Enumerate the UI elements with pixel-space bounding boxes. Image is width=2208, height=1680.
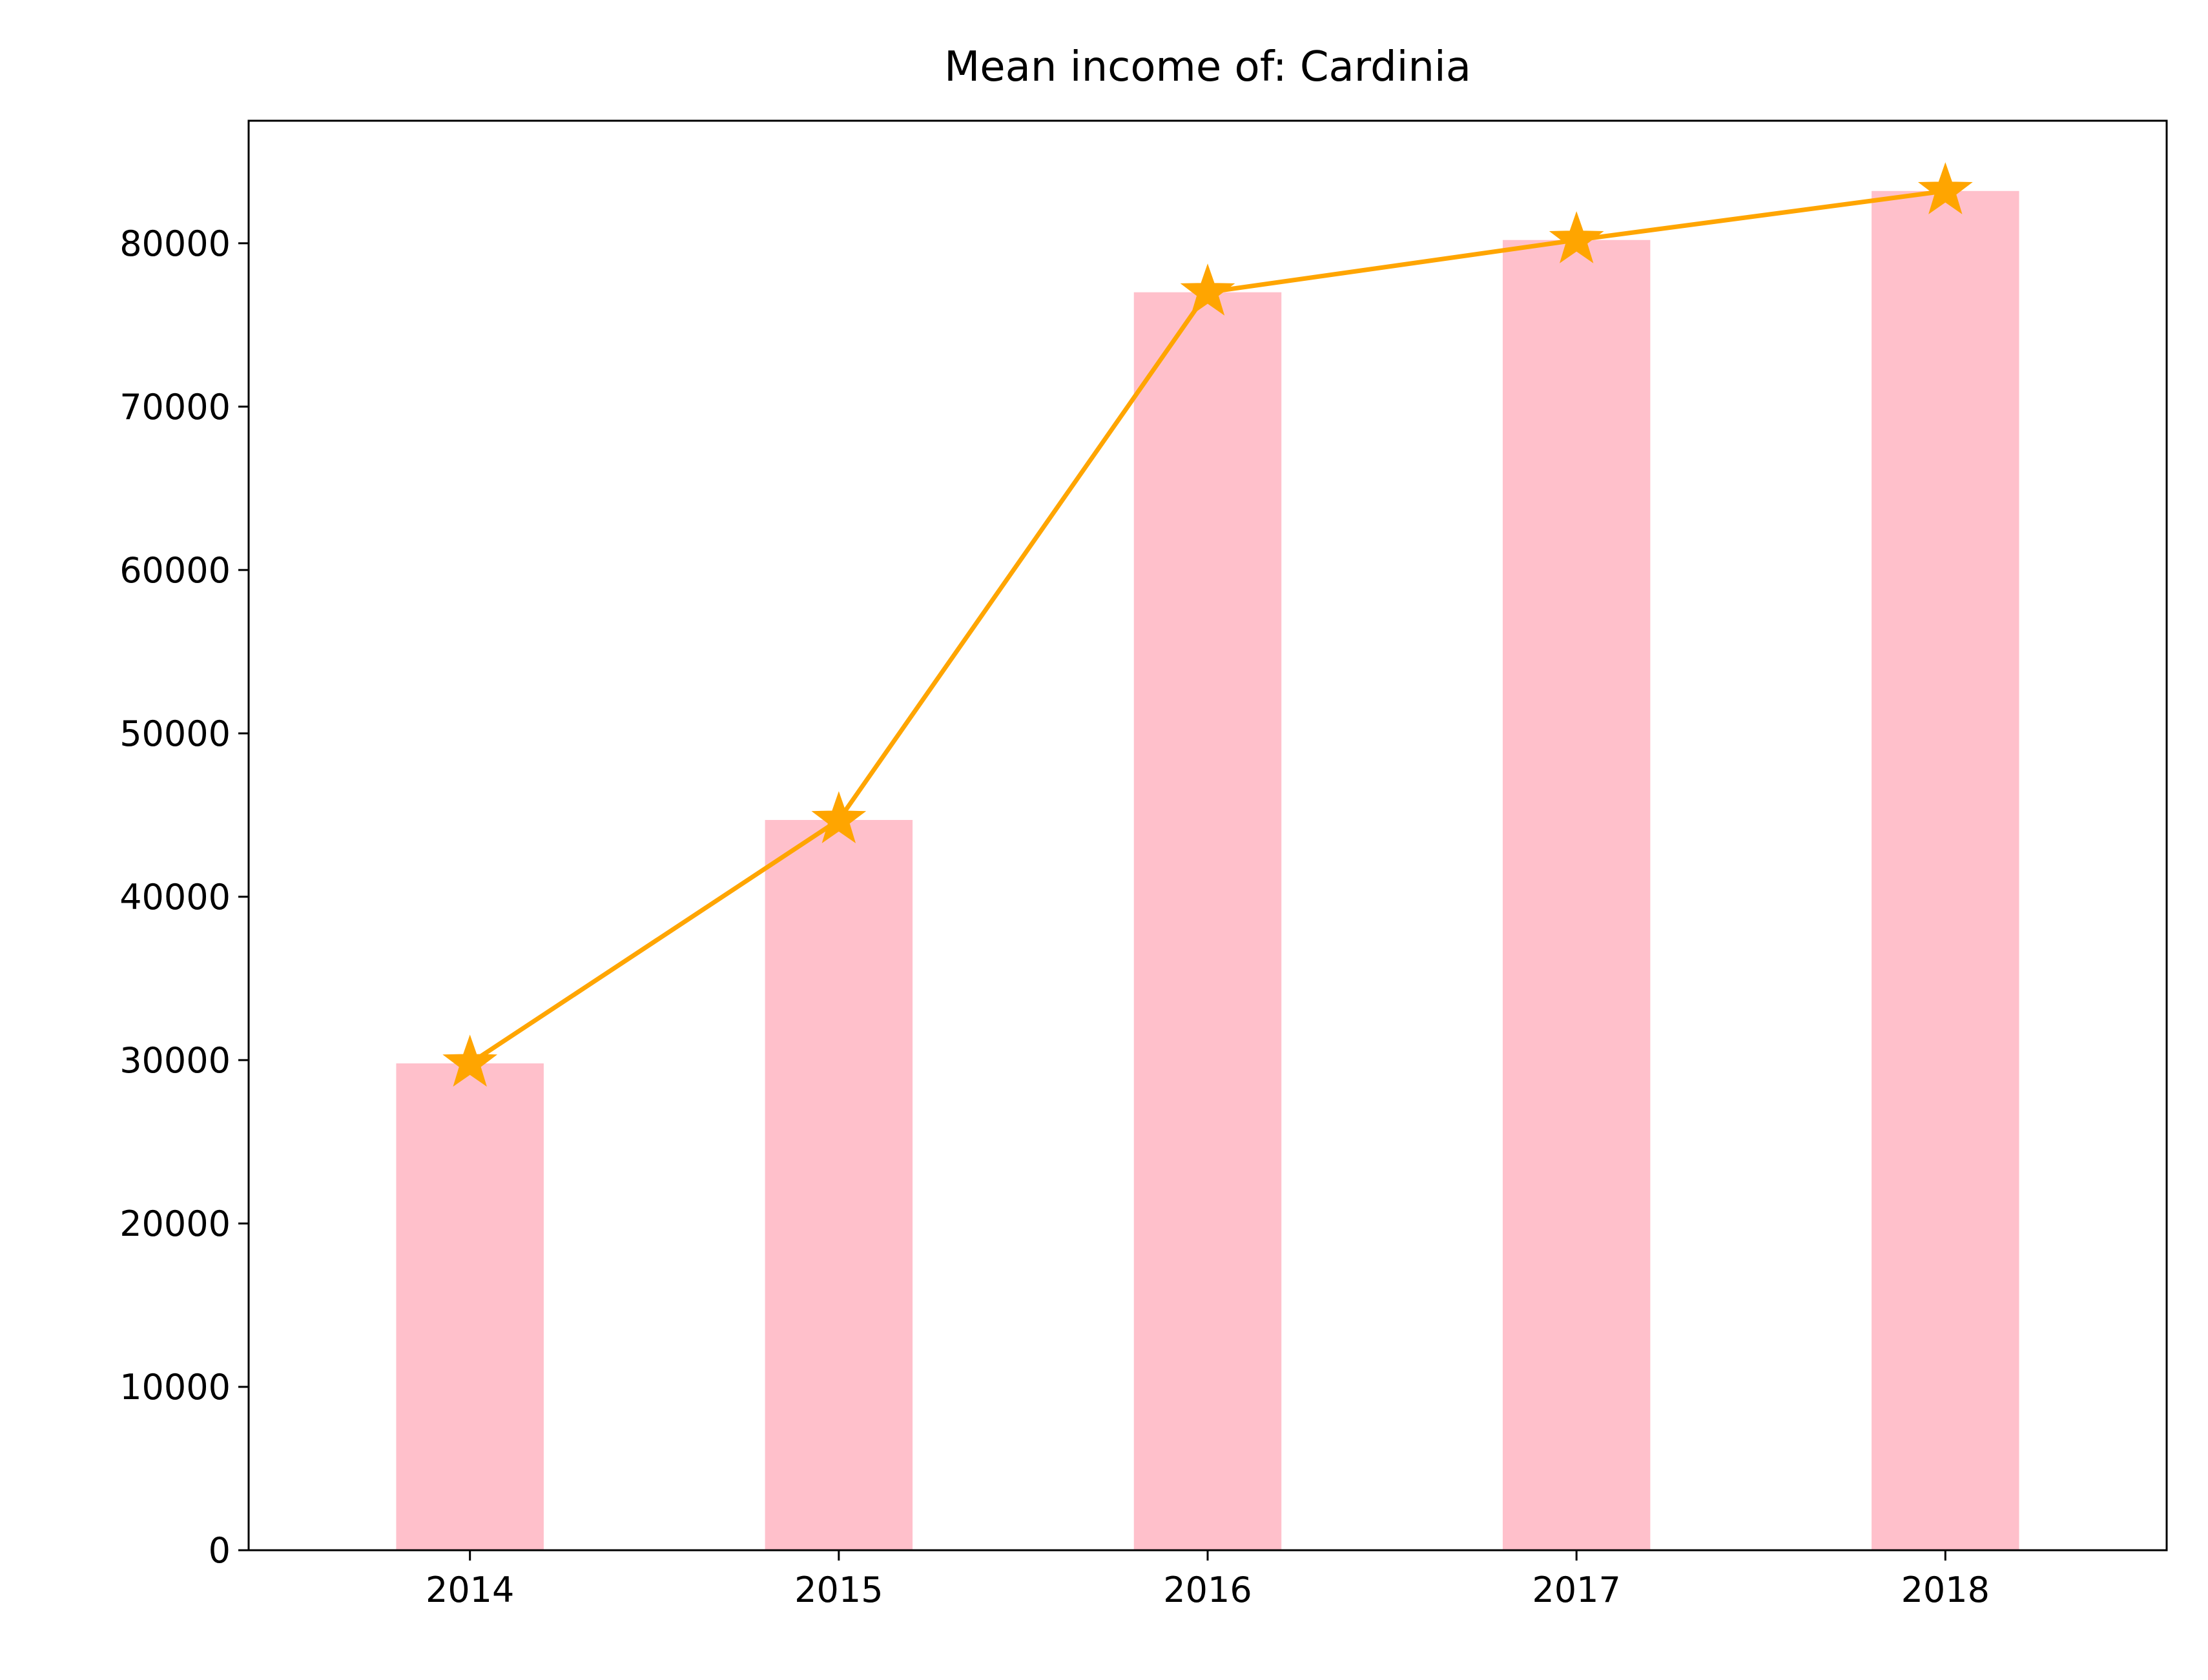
x-tick-label: 2018 — [1901, 1570, 1990, 1610]
line-series — [442, 162, 1973, 1087]
y-tick-label: 80000 — [119, 223, 231, 264]
point-2015 — [811, 791, 867, 844]
bars — [396, 190, 2019, 1551]
y-tick-label: 10000 — [119, 1367, 231, 1408]
y-tick-label: 40000 — [119, 877, 231, 917]
point-2018 — [1917, 162, 1973, 214]
x-axis: 2014 2015 2016 2017 2018 — [426, 1550, 1990, 1610]
x-tick-label: 2015 — [794, 1570, 883, 1610]
y-tick-label: 60000 — [119, 550, 231, 591]
y-axis: 0 10000 20000 30000 40000 50000 60000 70000 8000… — [119, 223, 249, 1571]
y-tick-label: 70000 — [119, 387, 231, 427]
y-tick-label: 0 — [209, 1530, 231, 1571]
x-tick-label: 2014 — [426, 1570, 514, 1610]
x-tick-label: 2017 — [1532, 1570, 1620, 1610]
y-tick-label: 30000 — [119, 1040, 231, 1081]
bar-2015 — [765, 819, 913, 1550]
bar-2018 — [1872, 190, 2019, 1551]
chart-title: Mean income of: Cardinia — [944, 43, 1471, 91]
x-tick-label: 2016 — [1163, 1570, 1252, 1610]
point-2014 — [442, 1034, 498, 1087]
bar-2014 — [396, 1063, 544, 1550]
point-2017 — [1549, 211, 1604, 263]
y-tick-label: 50000 — [119, 713, 231, 754]
plot-frame — [247, 119, 2168, 1552]
bar-2016 — [1133, 292, 1282, 1551]
point-2016 — [1180, 263, 1235, 316]
bar-2017 — [1502, 240, 1651, 1551]
y-tick-label: 20000 — [119, 1204, 231, 1244]
